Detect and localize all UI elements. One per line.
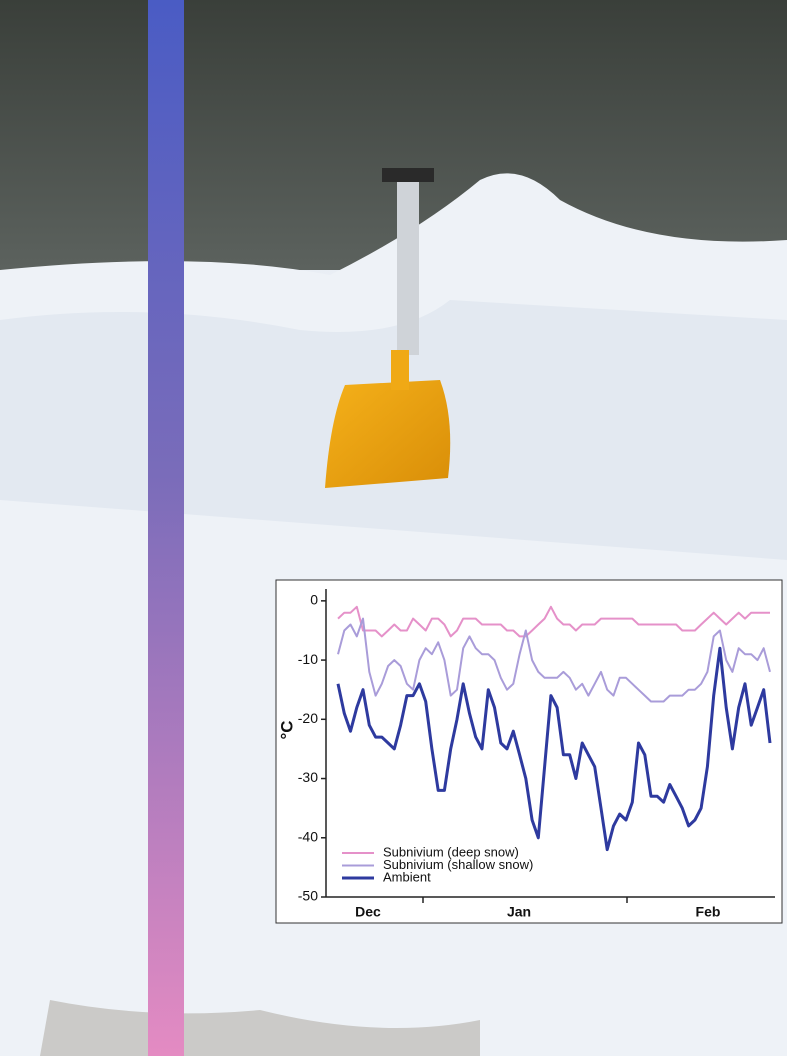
y-tick-label: -20 <box>298 710 318 726</box>
y-tick-label: -10 <box>298 651 318 667</box>
x-tick-label: Feb <box>696 904 721 920</box>
shovel-blade <box>325 380 450 488</box>
shovel-shaft <box>397 180 419 355</box>
y-tick-label: -50 <box>298 888 318 904</box>
y-tick-label: -30 <box>298 769 318 785</box>
page: °C 0-10-20-30-40-50DecJanFebSubnivium (d… <box>0 0 787 1056</box>
x-tick-label: Dec <box>355 904 381 920</box>
temperature-bar <box>148 0 184 1056</box>
shovel-neck <box>391 350 409 390</box>
forest <box>0 0 787 270</box>
y-axis-label: °C <box>277 720 296 739</box>
x-tick-label: Jan <box>507 904 531 920</box>
legend-label: Ambient <box>383 869 431 884</box>
shovel-grip <box>382 168 434 182</box>
y-tick-label: 0 <box>310 592 318 608</box>
y-tick-label: -40 <box>298 828 318 844</box>
